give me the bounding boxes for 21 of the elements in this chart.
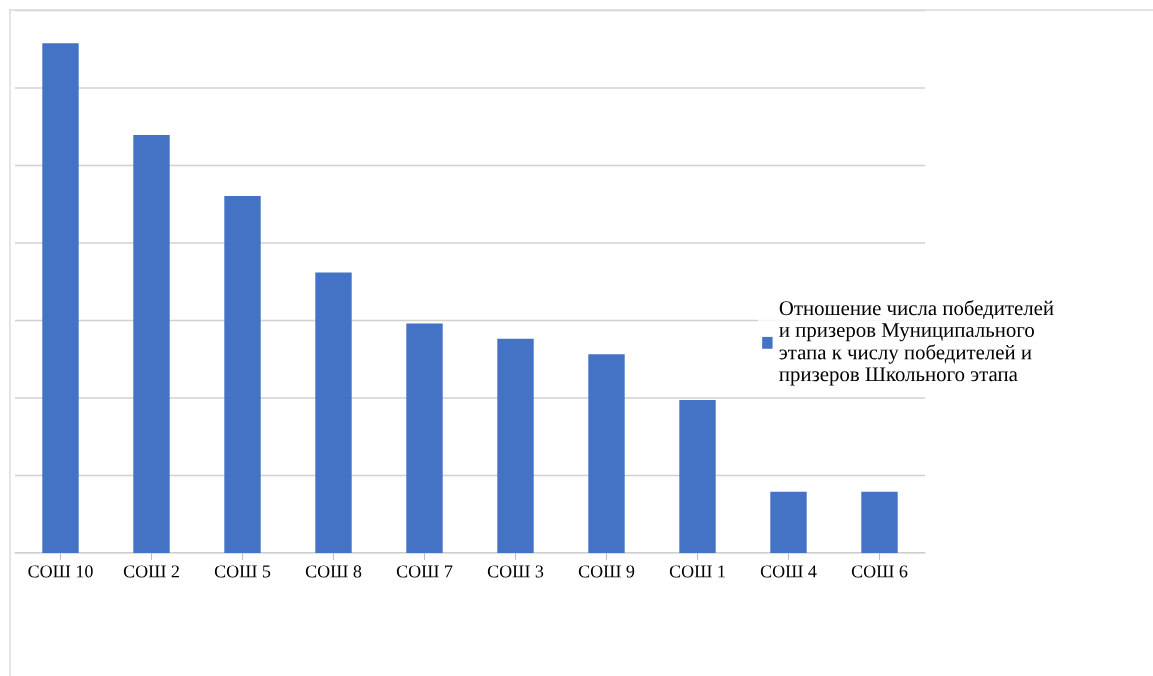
bar: [770, 491, 807, 553]
x-tick-label: СОШ 6: [851, 565, 908, 578]
x-tick-label: СОШ 7: [396, 565, 453, 578]
bar: [224, 196, 261, 553]
legend-label: Отношение числа победителей и призеров Муниципального этапа к числу победителей и призеров Школьного этапа: [779, 300, 1054, 386]
x-tick-label: СОШ 2: [123, 565, 179, 578]
bar: [497, 338, 534, 553]
bar: [861, 491, 898, 553]
x-tick-label: СОШ 8: [305, 565, 362, 578]
x-tick-label: СОШ 1: [669, 565, 725, 578]
x-tick-label: СОШ 10: [28, 565, 93, 578]
bar: [679, 400, 716, 553]
x-tick-label: СОШ 4: [760, 565, 817, 578]
x-tick-label: СОШ 3: [487, 565, 544, 578]
x-tick-label: СОШ 5: [214, 565, 271, 578]
bar: [133, 134, 170, 553]
bar: [588, 354, 625, 553]
bar: [315, 272, 352, 553]
bar: [406, 323, 443, 553]
bar: [42, 43, 79, 553]
x-tick-label: СОШ 9: [578, 565, 635, 578]
